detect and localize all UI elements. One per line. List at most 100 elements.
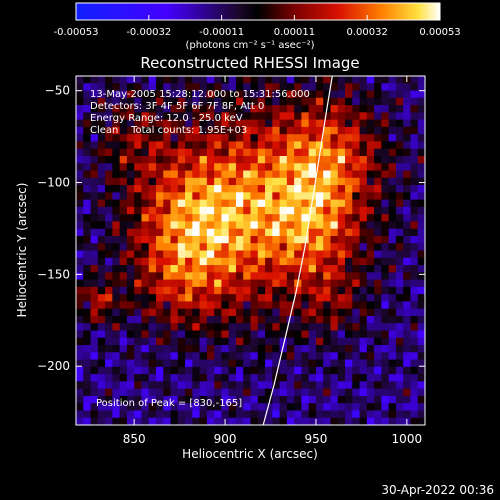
heatmap-cell bbox=[199, 279, 208, 288]
heatmap-cell bbox=[185, 279, 193, 288]
heatmap-cell bbox=[112, 250, 121, 259]
heatmap-cell bbox=[374, 366, 382, 375]
heatmap-cell bbox=[221, 366, 230, 375]
heatmap-cell bbox=[192, 126, 201, 135]
heatmap-cell bbox=[352, 192, 361, 201]
x-tick-label: 1000 bbox=[392, 432, 423, 446]
heatmap-cell bbox=[134, 381, 143, 390]
heatmap-cell bbox=[308, 301, 317, 310]
heatmap-cell bbox=[257, 126, 266, 135]
heatmap-cell bbox=[345, 83, 353, 92]
heatmap-cell bbox=[141, 366, 150, 375]
heatmap-cell bbox=[272, 119, 281, 128]
heatmap-cell bbox=[214, 163, 223, 172]
heatmap-cell bbox=[374, 243, 382, 252]
heatmap-cell bbox=[112, 199, 121, 208]
heatmap-cell bbox=[199, 250, 208, 259]
heatmap-cell bbox=[97, 388, 106, 397]
heatmap-cell bbox=[155, 366, 164, 375]
heatmap-cell bbox=[417, 185, 425, 193]
heatmap-cell bbox=[235, 374, 244, 382]
heatmap-cell bbox=[155, 257, 164, 266]
heatmap-cell bbox=[148, 279, 157, 288]
heatmap-cell bbox=[337, 272, 346, 281]
heatmap-cell bbox=[177, 221, 186, 230]
heatmap-cell bbox=[265, 381, 273, 390]
heatmap-cell bbox=[90, 403, 99, 412]
heatmap-cell bbox=[395, 105, 404, 113]
heatmap-cell bbox=[170, 337, 179, 346]
heatmap-cell bbox=[366, 265, 375, 273]
heatmap-cell bbox=[395, 294, 404, 302]
heatmap-cell bbox=[126, 221, 135, 230]
heatmap-cell bbox=[206, 395, 215, 404]
heatmap-cell bbox=[243, 112, 252, 121]
heatmap-cell bbox=[366, 374, 375, 382]
heatmap-cell bbox=[265, 315, 273, 324]
heatmap-cell bbox=[134, 235, 143, 244]
heatmap-cell bbox=[345, 410, 353, 419]
heatmap-cell bbox=[112, 126, 121, 135]
heatmap-cell bbox=[417, 141, 425, 150]
heatmap-cell bbox=[221, 352, 230, 361]
heatmap-cell bbox=[228, 199, 237, 208]
heatmap-cell bbox=[119, 345, 128, 353]
heatmap-cell bbox=[359, 286, 368, 295]
heatmap-cell bbox=[192, 330, 201, 339]
heatmap-cell bbox=[206, 417, 215, 425]
heatmap-cell bbox=[170, 170, 179, 179]
heatmap-cell bbox=[221, 185, 230, 193]
heatmap-cell bbox=[388, 323, 397, 332]
heatmap-cell bbox=[221, 374, 230, 382]
heatmap-cell bbox=[170, 323, 179, 332]
colorbar-tick-label: -0.00011 bbox=[199, 27, 244, 38]
heatmap-cell bbox=[170, 185, 179, 193]
heatmap-cell bbox=[257, 235, 266, 244]
heatmap-cell bbox=[163, 199, 172, 208]
heatmap-cell bbox=[170, 308, 179, 317]
colorbar-tick-label: -0.00032 bbox=[126, 27, 171, 38]
heatmap-cell bbox=[374, 315, 382, 324]
heatmap-cell bbox=[359, 279, 368, 288]
heatmap-cell bbox=[134, 206, 143, 215]
heatmap-cell bbox=[417, 134, 425, 143]
heatmap-cell bbox=[359, 185, 368, 193]
heatmap-cell bbox=[388, 119, 397, 128]
heatmap-cell bbox=[403, 148, 412, 157]
heatmap-cell bbox=[250, 330, 259, 339]
heatmap-cell bbox=[301, 265, 310, 273]
heatmap-cell bbox=[388, 235, 397, 244]
heatmap-cell bbox=[206, 403, 215, 412]
heatmap-cell bbox=[214, 185, 223, 193]
heatmap-cell bbox=[199, 337, 208, 346]
heatmap-cell bbox=[330, 148, 339, 157]
heatmap-cell bbox=[148, 177, 157, 186]
heatmap-cell bbox=[235, 272, 244, 281]
heatmap-cell bbox=[279, 374, 288, 382]
heatmap-cell bbox=[199, 374, 208, 382]
heatmap-cell bbox=[257, 417, 266, 425]
heatmap-cell bbox=[374, 119, 382, 128]
heatmap-cell bbox=[112, 352, 121, 361]
heatmap-cell bbox=[265, 192, 273, 201]
heatmap-cell bbox=[112, 235, 121, 244]
heatmap-cell bbox=[257, 308, 266, 317]
heatmap-cell bbox=[76, 330, 84, 339]
heatmap-cell bbox=[214, 352, 223, 361]
heatmap-cell bbox=[272, 308, 281, 317]
heatmap-cell bbox=[126, 105, 135, 113]
heatmap-cell bbox=[83, 228, 92, 237]
heatmap-cell bbox=[126, 308, 135, 317]
heatmap-cell bbox=[279, 141, 288, 150]
heatmap-cell bbox=[345, 381, 353, 390]
heatmap-cell bbox=[155, 359, 164, 368]
heatmap-cell bbox=[235, 294, 244, 302]
heatmap-cell bbox=[221, 286, 230, 295]
heatmap-cell bbox=[192, 192, 201, 201]
heatmap-cell bbox=[76, 294, 84, 302]
heatmap-cell bbox=[330, 83, 339, 92]
heatmap-cell bbox=[417, 323, 425, 332]
heatmap-cell bbox=[286, 337, 295, 346]
heatmap-cell bbox=[381, 141, 390, 150]
heatmap-cell bbox=[301, 119, 310, 128]
